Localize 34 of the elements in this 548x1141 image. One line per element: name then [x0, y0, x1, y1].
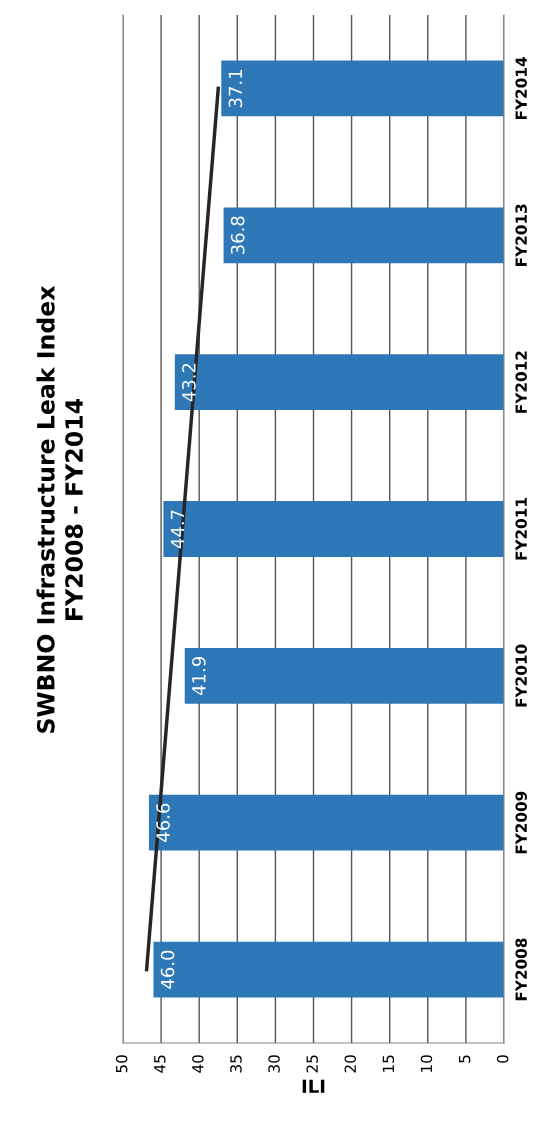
- x-tick-label: 50: [115, 1055, 128, 1073]
- x-tick-label: 25: [306, 1055, 318, 1073]
- x-tick-label: 45: [154, 1055, 166, 1073]
- data-label: 46.6: [156, 803, 170, 842]
- y-tick-label: FY2014: [515, 57, 527, 120]
- data-label: 43.2: [182, 363, 196, 402]
- text: SWBNO Infrastructure Leak Index FY2008 - FY2014: [36, 285, 83, 733]
- y-tick-label: FY2010: [515, 644, 527, 707]
- x-axis-title: ILI: [302, 1079, 325, 1093]
- x-tick-label: 10: [420, 1055, 433, 1072]
- bar: [221, 60, 504, 117]
- bar: [163, 501, 504, 557]
- y-tick-label: FY2012: [515, 351, 527, 413]
- data-label: 44.7: [170, 510, 185, 549]
- x-tick-label: 35: [230, 1055, 242, 1073]
- y-tick-label: FY2011: [515, 498, 527, 560]
- data-label: 41.9: [191, 657, 206, 696]
- bar: [148, 794, 504, 851]
- y-tick-label: FY2013: [515, 204, 527, 266]
- bar: [223, 207, 504, 264]
- data-label: 37.1: [228, 69, 243, 108]
- y-tick-label: FY2009: [515, 791, 527, 854]
- x-tick-label: 40: [192, 1055, 204, 1073]
- data-label: 46.0: [160, 950, 175, 989]
- x-tick-label: 20: [344, 1055, 357, 1073]
- bar: [184, 647, 504, 704]
- y-tick-label: FY2008: [515, 938, 527, 1001]
- bar: [174, 354, 504, 411]
- x-tick-label: 5: [458, 1055, 471, 1063]
- data-label: 36.8: [230, 216, 245, 255]
- bar: [153, 941, 504, 998]
- x-tick-label: 0: [496, 1055, 509, 1063]
- x-tick-label: 30: [268, 1055, 280, 1073]
- x-tick-label: 15: [382, 1055, 395, 1072]
